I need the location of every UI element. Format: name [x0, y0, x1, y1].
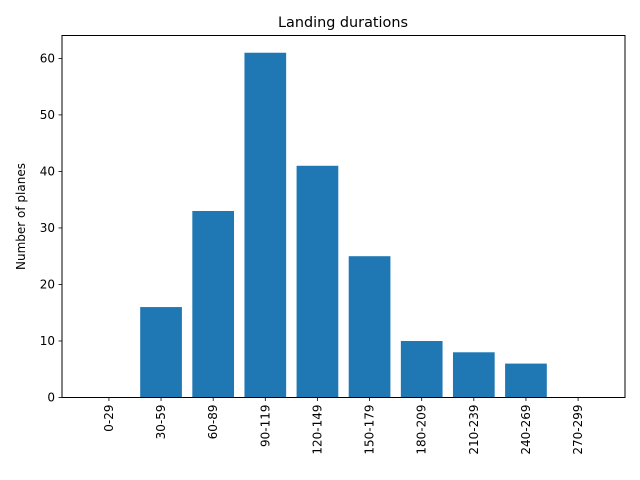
y-axis-label: Number of planes [14, 163, 28, 270]
y-tick-label: 30 [40, 221, 55, 235]
bar-240-269 [505, 363, 547, 398]
bar-60-89 [192, 210, 235, 398]
chart-title: Landing durations [278, 15, 408, 31]
y-tick-label: 60 [40, 51, 55, 65]
bar-180-209 [400, 340, 443, 398]
y-tick-label: 10 [40, 334, 55, 348]
bars [140, 52, 547, 398]
y-tick-label: 20 [40, 277, 55, 291]
x-tick-label: 270-299 [571, 405, 585, 455]
bar-30-59 [140, 307, 182, 398]
bar-90-119 [244, 52, 287, 398]
x-tick-label: 90-119 [258, 405, 272, 448]
x-tick-label: 60-89 [206, 405, 220, 440]
x-tick-label: 0-29 [102, 405, 116, 432]
x-tick-label: 30-59 [154, 405, 168, 440]
x-tick-label: 120-149 [310, 405, 324, 455]
x-tick-label: 180-209 [415, 405, 429, 455]
bar-120-149 [296, 165, 339, 398]
x-tick-label: 240-269 [519, 405, 533, 455]
y-tick-label: 40 [40, 164, 55, 178]
x-tick-label: 210-239 [467, 405, 481, 455]
plot-frame [61, 35, 626, 398]
y-axis-ticks: 0 10 20 30 40 50 60 [40, 51, 62, 405]
y-tick-label: 0 [47, 391, 55, 405]
x-axis-ticks: 0-29 30-59 60-89 90-119 120-149 150-179 180-20… [102, 397, 585, 455]
bar-150-179 [348, 256, 391, 398]
x-tick-label: 150-179 [363, 405, 377, 455]
y-tick-label: 50 [40, 108, 55, 122]
bar-210-239 [452, 352, 495, 398]
